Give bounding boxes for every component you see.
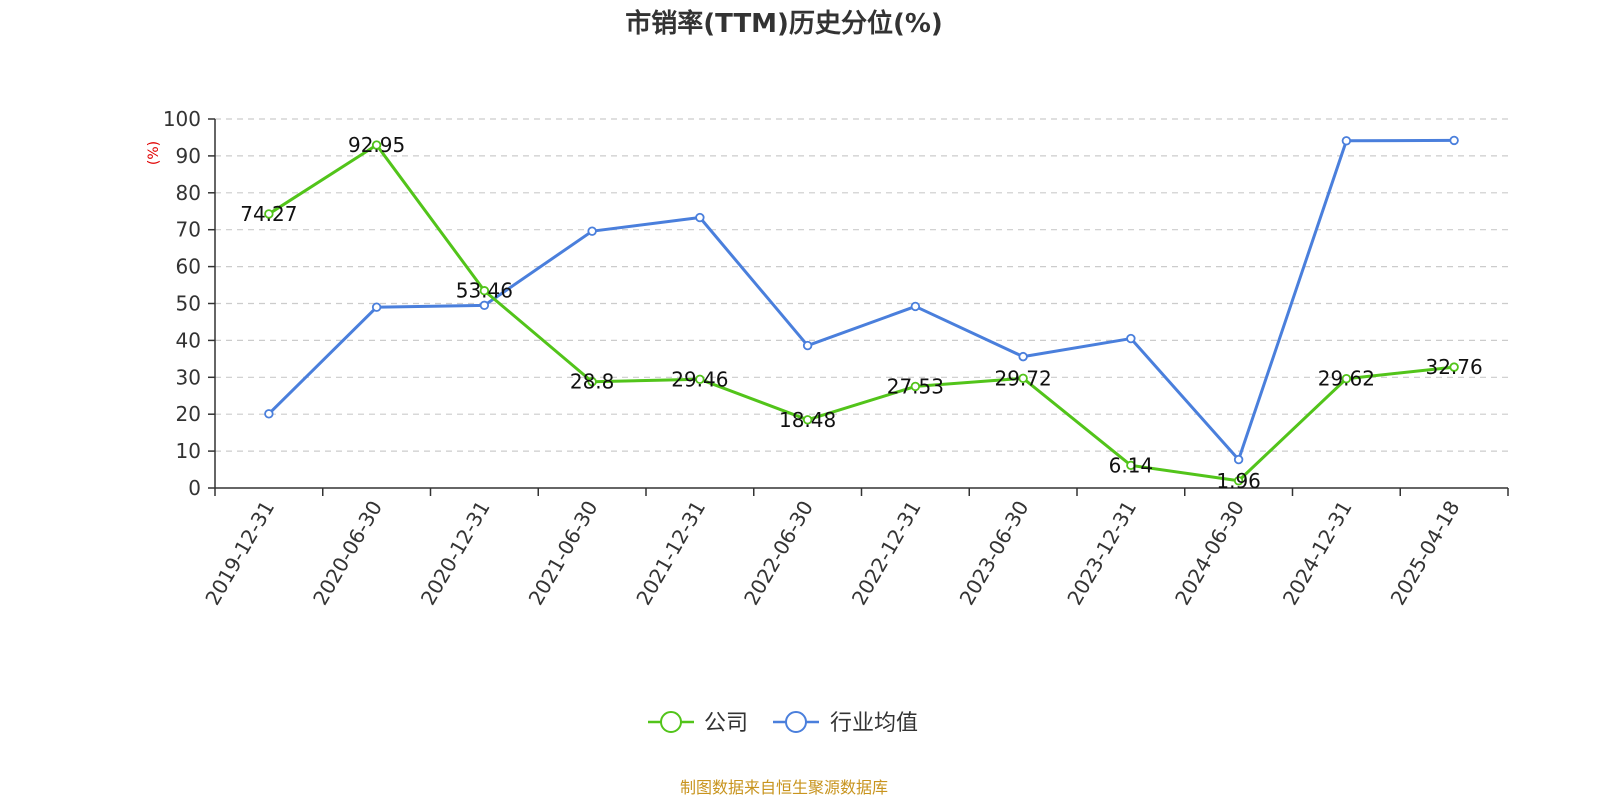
data-point-company: [910, 381, 921, 392]
x-tick-label: 2019-12-31: [200, 497, 279, 610]
y-tick-label: 90: [176, 144, 201, 168]
x-tick-label: 2022-12-31: [847, 497, 926, 610]
y-tick-label: 20: [176, 402, 201, 426]
data-point-industry: [587, 226, 597, 236]
data-label: 27.53: [887, 374, 944, 398]
y-tick-label: 60: [176, 255, 201, 279]
legend-label: 公司: [704, 711, 748, 736]
y-tick-label: 70: [176, 218, 201, 242]
data-labels: 74.27 92.95 53.46 28.8 29.46 18.48 27.53 29.72 6…: [240, 133, 1483, 493]
x-tick-label: 2020-12-31: [416, 497, 495, 610]
y-tick-label: 40: [176, 328, 201, 352]
data-label: 29.72: [994, 366, 1051, 390]
x-tick-label: 2022-06-30: [739, 497, 818, 610]
series-line-company: [268, 143, 1455, 483]
source-note: 制图数据来自恒生聚源数据库: [680, 778, 888, 797]
data-label: 92.95: [348, 133, 405, 157]
data-label: 1.96: [1216, 469, 1261, 493]
data-label: 32.76: [1425, 355, 1482, 379]
series-line-industry: [267, 138, 1455, 462]
data-point-industry: [1449, 135, 1459, 146]
legend-item-industry: 行业均值: [773, 711, 918, 736]
legend-marker: [785, 711, 807, 733]
x-tick-label: 2023-12-31: [1062, 497, 1141, 610]
data-point-company: [479, 286, 490, 296]
data-label: 74.27: [240, 202, 297, 226]
y-tick-label: 100: [163, 107, 201, 131]
data-point-industry: [1126, 333, 1136, 344]
data-label: 6.14: [1109, 453, 1154, 477]
x-tick-label: 2021-12-31: [631, 497, 710, 610]
legend: 公司 行业均值: [648, 711, 918, 736]
chart-title: 市销率(TTM)历史分位(%): [625, 8, 943, 39]
data-point-company: [802, 415, 813, 425]
data-point-company: [264, 209, 274, 219]
data-point-industry: [910, 301, 921, 312]
x-tick-label: 2024-12-31: [1278, 497, 1357, 610]
data-label: 18.48: [779, 408, 836, 432]
data-point-industry: [1233, 454, 1244, 465]
data-point-company: [1449, 362, 1459, 372]
data-point-industry: [1018, 351, 1028, 362]
data-point-industry: [371, 302, 382, 312]
data-label: 28.8: [570, 370, 615, 394]
x-tick-label: 2025-04-18: [1386, 497, 1465, 610]
y-tick-label: 30: [176, 365, 201, 389]
data-point-industry: [264, 409, 274, 419]
data-label: 29.46: [671, 367, 728, 391]
data-label: 53.46: [456, 279, 513, 303]
x-tick-label: 2021-06-30: [524, 497, 603, 610]
data-point-industry: [695, 212, 705, 223]
legend-item-company: 公司: [648, 711, 748, 736]
data-point-company: [1233, 476, 1244, 486]
y-tick-label: 80: [176, 181, 201, 205]
data-label: 29.62: [1318, 367, 1375, 391]
x-tick-label: 2020-06-30: [308, 497, 387, 610]
y-tick-label: 0: [188, 476, 201, 500]
x-tick-label: 2023-06-30: [955, 497, 1034, 610]
data-point-company: [587, 377, 597, 387]
y-tick-label: 10: [176, 439, 201, 463]
grid: [215, 118, 1508, 452]
data-point-company: [1126, 460, 1136, 471]
data-point-company: [1341, 374, 1352, 384]
axes: 0 10 20 30 40 50 60 70 80 90 100 2019-12-31 2020-06-…: [163, 107, 1509, 610]
data-point-company: [371, 140, 382, 150]
legend-marker: [660, 711, 682, 733]
y-axis-label: (%): [146, 141, 162, 165]
data-point-industry: [1341, 136, 1352, 146]
x-tick-label: 2024-06-30: [1170, 497, 1249, 610]
data-point-company: [695, 374, 705, 384]
series-layer: [264, 135, 1459, 486]
legend-label: 行业均值: [830, 711, 918, 736]
data-point-company: [1018, 373, 1028, 384]
y-tick-label: 50: [176, 292, 201, 316]
data-point-industry: [479, 300, 490, 311]
data-point-industry: [802, 340, 813, 351]
